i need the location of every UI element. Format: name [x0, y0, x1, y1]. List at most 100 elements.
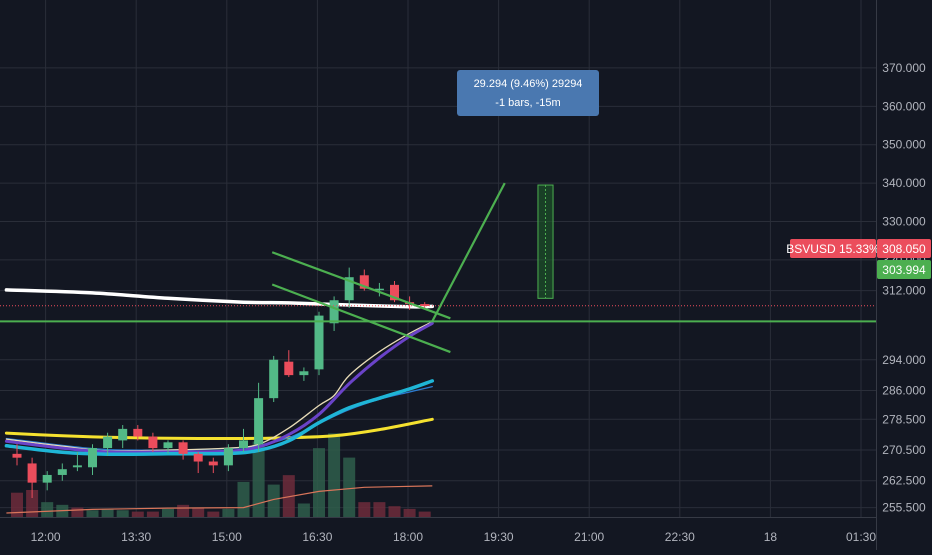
- volume-bar: [192, 507, 205, 517]
- candle-body[interactable]: [193, 453, 203, 462]
- x-tick-label: 18:00: [393, 530, 423, 544]
- y-tick-label: 255.500: [882, 501, 926, 515]
- y-tick-label: 262.500: [882, 474, 926, 488]
- x-tick-label: 13:30: [121, 530, 151, 544]
- candle-body[interactable]: [103, 436, 113, 449]
- candle-body[interactable]: [12, 453, 22, 458]
- volume-bar: [146, 511, 159, 517]
- volume-bar: [313, 448, 325, 517]
- candle-body[interactable]: [178, 442, 188, 454]
- x-tick-label: 12:00: [31, 530, 61, 544]
- moving-average-line: [4, 321, 434, 454]
- volume-bar: [237, 481, 250, 517]
- moving-average-line: [4, 288, 435, 309]
- current-price-label: 308.050: [882, 242, 926, 256]
- volume-bar: [328, 433, 341, 517]
- volume-bar: [162, 508, 174, 517]
- candle-body[interactable]: [390, 284, 399, 301]
- trendline[interactable]: [271, 283, 451, 354]
- volume-bar: [373, 502, 386, 517]
- candle-body[interactable]: [27, 463, 37, 483]
- candle-body[interactable]: [148, 436, 158, 449]
- x-tick-label: 18: [764, 530, 778, 544]
- x-tick-label: 21:00: [574, 530, 604, 544]
- y-tick-label: 270.500: [882, 443, 926, 457]
- symbol-change-label: BSVUSD 15.33%: [786, 242, 880, 256]
- support-price-badge: [877, 260, 931, 279]
- volume-bar: [282, 475, 295, 517]
- volume-bar: [267, 484, 280, 517]
- measure-tooltip-line2: -1 bars, -15m: [495, 97, 560, 109]
- candle-body[interactable]: [118, 428, 128, 441]
- candle-body[interactable]: [374, 288, 384, 291]
- volume-bar: [297, 503, 310, 517]
- measure-tooltip: 29.294 (9.46%) 29294 -1 bars, -15m: [457, 70, 599, 116]
- volume-ma-line: [6, 485, 433, 514]
- y-tick-label: 340.000: [882, 176, 926, 190]
- candle-body[interactable]: [284, 361, 294, 376]
- volume-bar: [101, 508, 114, 517]
- volume-bar: [358, 502, 371, 517]
- y-tick-label: 350.000: [882, 138, 926, 152]
- volume-bar: [222, 508, 235, 517]
- volume-bar: [71, 507, 84, 517]
- current-price-badge: [877, 239, 931, 258]
- trendline[interactable]: [431, 182, 506, 322]
- volume-bar: [11, 492, 23, 517]
- candle-body[interactable]: [239, 440, 248, 449]
- volume-bar: [403, 508, 416, 517]
- candle-body[interactable]: [163, 442, 173, 449]
- moving-average-line: [4, 417, 434, 441]
- volume-bar: [252, 441, 265, 517]
- volume-bar: [116, 510, 129, 517]
- y-tick-label: 330.000: [882, 215, 926, 229]
- x-tick-label: 15:00: [212, 530, 242, 544]
- volume-bar: [41, 502, 54, 517]
- candle-body[interactable]: [208, 461, 218, 466]
- candle-body[interactable]: [254, 398, 264, 445]
- candle-body[interactable]: [314, 315, 324, 370]
- volume-bar: [388, 506, 401, 517]
- volume-bar: [26, 490, 39, 517]
- y-tick-label: 278.500: [882, 412, 926, 426]
- x-tick-label: 19:30: [484, 530, 514, 544]
- x-tick-label: 22:30: [665, 530, 695, 544]
- y-tick-label: 294.000: [882, 353, 926, 367]
- indicator-lines: [4, 288, 435, 457]
- candle-body[interactable]: [133, 428, 143, 437]
- y-tick-label: 360.000: [882, 99, 926, 113]
- x-tick-label: 16:30: [302, 530, 332, 544]
- volume-bars: [6, 433, 433, 517]
- candle-body[interactable]: [223, 448, 233, 466]
- symbol-change-badge: [790, 239, 876, 258]
- volume-bar: [418, 511, 431, 517]
- trendline[interactable]: [271, 251, 451, 320]
- support-price-label: 303.994: [882, 263, 926, 277]
- y-tick-label: 370.000: [882, 61, 926, 75]
- candle-body[interactable]: [88, 448, 97, 468]
- measure-tooltip-box: [457, 70, 599, 116]
- candle-body[interactable]: [344, 277, 354, 301]
- volume-bar: [207, 511, 220, 517]
- volume-bar: [177, 504, 190, 517]
- volume-bar: [343, 457, 356, 517]
- price-badges: BSVUSD 15.33% 308.050 303.994: [786, 239, 931, 279]
- x-tick-label: 01:30: [846, 530, 876, 544]
- y-tick-label: 286.000: [882, 383, 926, 397]
- y-tick-label: 312.000: [882, 284, 926, 298]
- candle-body[interactable]: [329, 300, 339, 324]
- candle-body[interactable]: [420, 304, 430, 306]
- candle-body[interactable]: [42, 474, 52, 483]
- volume-bar: [131, 511, 144, 517]
- moving-average-line: [4, 379, 435, 457]
- candle-body[interactable]: [269, 359, 279, 399]
- candle-body[interactable]: [299, 371, 309, 376]
- drawings[interactable]: [0, 182, 876, 354]
- measure-tooltip-line1: 29.294 (9.46%) 29294: [474, 78, 583, 90]
- candle-body[interactable]: [72, 465, 82, 468]
- candle-body[interactable]: [57, 469, 67, 475]
- candles[interactable]: [12, 267, 430, 498]
- volume-bar: [86, 510, 99, 517]
- candle-body[interactable]: [359, 275, 369, 289]
